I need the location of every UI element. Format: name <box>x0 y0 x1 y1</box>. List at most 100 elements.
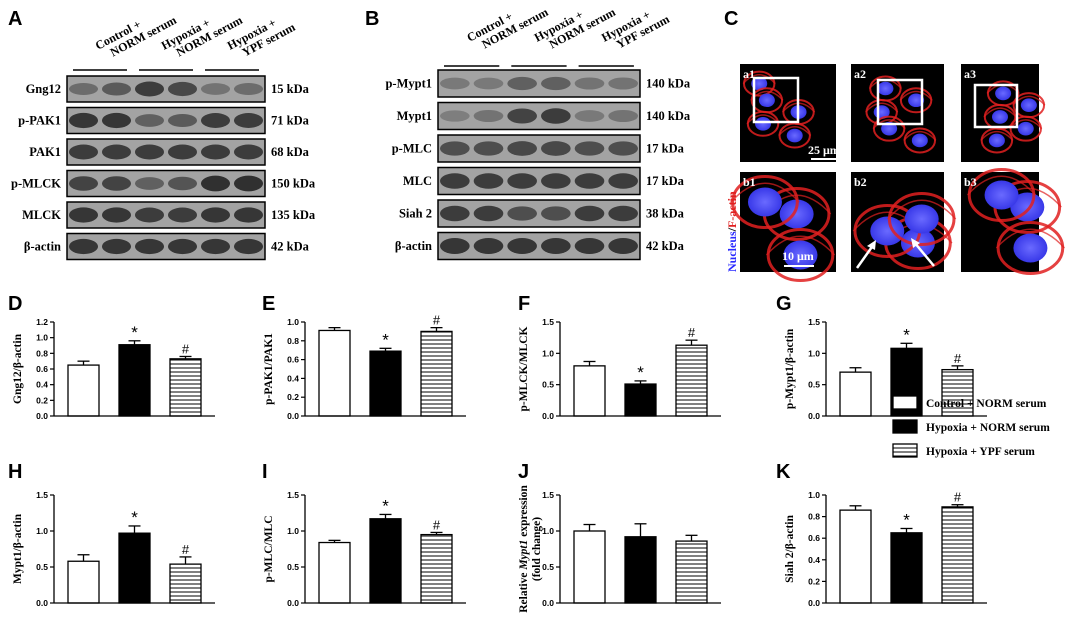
y-axis-label: Siah 2/β-actin <box>784 515 796 583</box>
blot-b-band <box>608 238 638 254</box>
bar <box>941 506 974 604</box>
blot-a-band <box>68 112 99 129</box>
scale-bar-label-bottom: 10 μm <box>782 249 814 263</box>
arrow-shaft <box>913 241 935 267</box>
y-tick-label: 1.5 <box>287 490 299 500</box>
micro-panel-label: a1 <box>743 67 755 81</box>
blot-b-band <box>440 77 470 90</box>
blot-b-band <box>541 238 571 254</box>
f-actin-cell <box>887 192 956 246</box>
y-tick-label: 0.0 <box>36 411 48 421</box>
y-axis-label: Mypt1/β-actin <box>12 513 24 584</box>
blot-a-band <box>200 113 231 128</box>
bar <box>118 532 151 604</box>
legend-swatch <box>892 395 918 410</box>
bar <box>420 533 453 604</box>
chart-letter: I <box>262 461 268 483</box>
blot-b-band <box>574 205 605 222</box>
y-axis-label: p-PAK1/PAK1 <box>263 333 275 405</box>
blot-b-blot-strip <box>437 101 641 131</box>
blot-b-row-label: Mypt1 <box>397 109 432 123</box>
y-tick-label: 0.5 <box>36 562 48 572</box>
y-tick-label: 0.6 <box>287 355 299 365</box>
blot-a-band <box>167 238 198 255</box>
blot-b-band <box>473 238 504 254</box>
blot-a-band <box>167 81 198 97</box>
significance-mark: # <box>688 325 696 340</box>
f-actin-fiber <box>995 228 1065 249</box>
blot-b-kda-label: 17 kDa <box>646 174 685 188</box>
blot-b-band <box>574 141 605 156</box>
bar-charts: D 0.0 0.2 0.4 0.6 0.8 1.0 1.2 Gng12/β-actin * # E 0.… <box>8 293 1050 613</box>
blot-b-band <box>507 206 537 221</box>
blot-a-band <box>200 238 231 255</box>
blot-a-band <box>134 177 165 190</box>
bar <box>941 368 974 417</box>
y-axis-label: Relative Mypt1 expression <box>518 485 530 613</box>
y-tick-label: 1.0 <box>542 348 554 358</box>
nucleus <box>1017 121 1034 136</box>
blot-b-band <box>608 109 638 123</box>
y-tick-label: 0.6 <box>808 533 820 543</box>
y-tick-label: 0.2 <box>287 392 299 402</box>
nucleus <box>988 133 1005 148</box>
significance-mark: * <box>131 323 138 342</box>
blot-b-band <box>574 173 605 189</box>
blot-b-band <box>507 76 537 91</box>
panel-letter-b: B <box>365 8 380 30</box>
blot-a-band <box>233 238 264 255</box>
y-tick-label: 0.8 <box>808 512 820 522</box>
y-axis-label: p-Mypt1/β-actin <box>784 328 796 409</box>
blot-a-row-label: PAK1 <box>29 145 61 159</box>
nucleus <box>786 128 803 143</box>
chart-letter: K <box>776 461 791 483</box>
bar <box>573 530 606 604</box>
blot-a-band <box>167 207 198 223</box>
blot-b-row-label: Siah 2 <box>399 207 432 221</box>
side-label: Nucleus/F-actin <box>725 191 739 272</box>
y-tick-label: 0.8 <box>287 336 299 346</box>
significance-mark: # <box>954 351 962 366</box>
blot-a-band <box>233 82 264 96</box>
significance-mark: # <box>433 313 441 328</box>
f-actin-fiber <box>872 119 906 130</box>
nucleus <box>881 121 898 136</box>
y-tick-label: 1.5 <box>542 490 554 500</box>
blot-b-group-label: Control +NORM serum <box>464 0 550 56</box>
blot-b-band <box>608 173 638 189</box>
chart-letter: D <box>8 293 22 315</box>
y-tick-label: 1.0 <box>808 490 820 500</box>
blot-a-row-label: MLCK <box>22 208 61 222</box>
y-tick-label: 0.0 <box>808 411 820 421</box>
nucleus <box>908 93 925 108</box>
blot-b-band <box>507 108 537 124</box>
bar <box>67 560 100 604</box>
nucleus <box>783 240 818 270</box>
y-axis-label-part: Relative <box>518 570 530 613</box>
blot-a-blot-strip <box>66 75 266 103</box>
blot-b-blot-strip <box>437 69 641 98</box>
y-tick-label: 0.4 <box>36 380 48 390</box>
y-tick-label: 0.0 <box>287 598 299 608</box>
bar <box>624 383 657 417</box>
blot-a-band <box>167 176 198 191</box>
bar <box>67 364 100 417</box>
bar <box>839 371 872 417</box>
nucleus <box>870 216 905 246</box>
y-axis-label-line2: (fold change) <box>531 517 543 581</box>
blot-a-row-label: p-PAK1 <box>18 114 61 128</box>
y-tick-label: 0.6 <box>36 364 48 374</box>
blot-a-band <box>200 207 231 223</box>
blot-b-band <box>541 206 571 221</box>
f-actin-fiber <box>742 74 776 85</box>
blot-b-band <box>541 108 571 124</box>
bar <box>675 540 708 604</box>
nucleus <box>1013 233 1048 263</box>
blot-a-band <box>233 175 264 192</box>
chart-letter: E <box>262 293 275 315</box>
blot-b-band <box>507 238 537 254</box>
f-actin-cell <box>766 228 835 282</box>
nucleus <box>904 204 939 234</box>
